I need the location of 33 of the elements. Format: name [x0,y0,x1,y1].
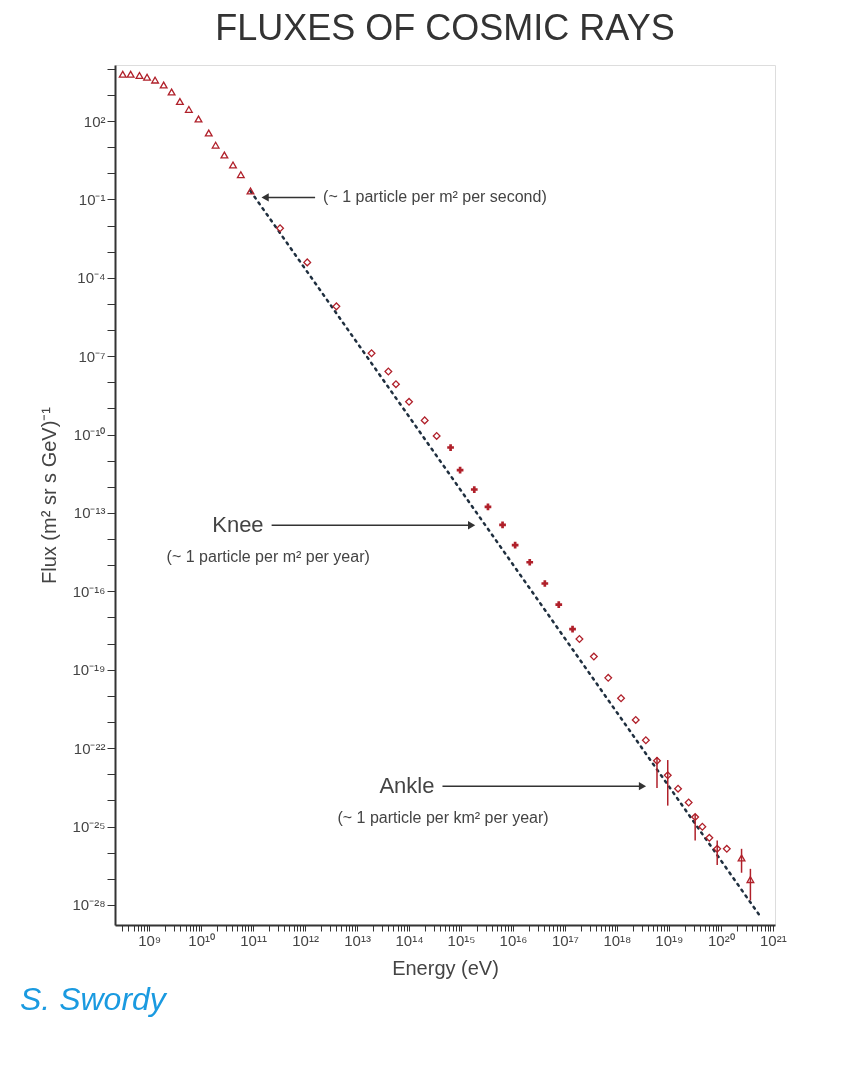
annotation: (~ 1 particle per m² per second) [323,188,547,206]
y-tick-label: 10⁻²² [73,739,106,757]
text: S. Swordy [20,981,168,1017]
x-tick-label: 10¹⁹ [655,931,684,949]
y-tick-label: 10⁻¹⁹ [72,661,106,679]
chart-title: FLUXES OF COSMIC RAYS [215,6,675,48]
y-tick-label: 10⁻²⁸ [72,896,106,914]
annotation: Knee [212,512,264,538]
x-tick-label: 10¹⁸ [603,931,632,949]
x-tick-label: 10¹⁰ [188,931,215,949]
y-tick-label: 10² [83,112,106,130]
x-tick-label: 10¹⁴ [395,931,424,949]
y-tick-label: 10⁻¹⁶ [72,582,106,600]
y-tick-label: 10⁻⁴ [77,269,106,287]
y-tick-label: 10⁻²⁵ [72,818,106,836]
x-tick-label: 10¹² [292,931,319,949]
y-axis-title: Flux (m² sr s GeV)⁻¹ [38,406,61,584]
annotation: Ankle [379,773,435,799]
x-tick-label: 10⁹ [138,931,162,949]
x-tick-label: 10¹³ [344,931,371,949]
annotation: (~ 1 particle per km² per year) [337,809,549,827]
x-tick-label: 10¹⁷ [551,931,580,949]
annotation: (~ 1 particle per m² per year) [166,548,370,566]
x-tick-label: 10¹⁶ [499,931,528,949]
y-tick-label: 10⁻¹⁰ [73,426,106,444]
x-tick-label: 10²⁰ [708,931,735,949]
x-axis-title: Energy (eV) [392,956,499,979]
y-tick-label: 10⁻¹ [78,190,106,208]
x-tick-label: 10¹¹ [240,931,267,949]
y-tick-label: 10⁻⁷ [78,347,106,365]
y-tick-label: 10⁻¹³ [73,504,106,522]
x-tick-label: 10²¹ [760,931,787,949]
x-tick-label: 10¹⁵ [447,931,476,949]
